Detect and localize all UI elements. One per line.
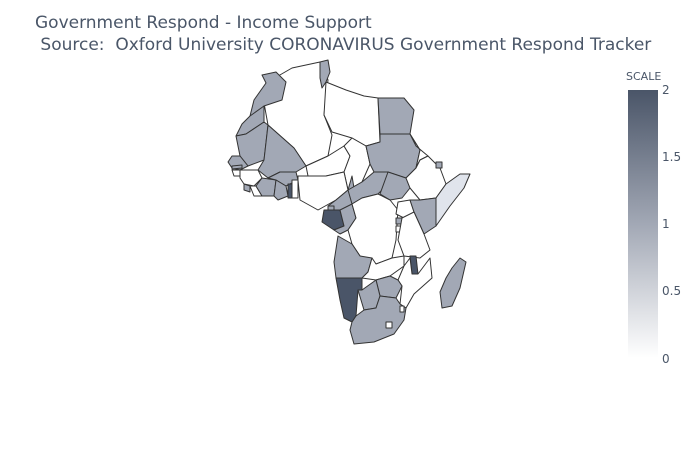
colorbar-tick: 1 bbox=[662, 217, 670, 231]
country-togo[interactable] bbox=[287, 183, 293, 199]
country-eswatini[interactable] bbox=[399, 305, 405, 313]
title-line-1: Government Respond - Income Support bbox=[35, 13, 372, 33]
country-madagascar[interactable] bbox=[439, 257, 467, 309]
colorbar-tick: 0 bbox=[662, 352, 670, 366]
colorbar-tick: 0.5 bbox=[662, 284, 682, 298]
country-ghana[interactable] bbox=[273, 179, 289, 201]
country-morocco[interactable] bbox=[249, 71, 287, 117]
colorbar-gradient bbox=[628, 90, 658, 358]
figure-title: Government Respond - Income Support Sour… bbox=[35, 12, 651, 56]
title-line-2: Source: Oxford University CORONAVIRUS Go… bbox=[35, 35, 652, 55]
country-djibouti[interactable] bbox=[435, 161, 443, 169]
colorbar-title: SCALE bbox=[626, 70, 662, 83]
country-benin[interactable] bbox=[291, 179, 299, 199]
country-south-africa[interactable] bbox=[349, 295, 407, 345]
country-sierra-leone[interactable] bbox=[243, 183, 251, 193]
country-mauritania[interactable] bbox=[235, 121, 269, 167]
colorbar-tick: 2 bbox=[662, 83, 670, 97]
country-libya[interactable] bbox=[323, 81, 381, 147]
country-tanzania[interactable] bbox=[397, 211, 431, 259]
colorbar-tick: 1.5 bbox=[662, 150, 682, 164]
country-lesotho[interactable] bbox=[385, 321, 393, 329]
country-gambia[interactable] bbox=[231, 164, 243, 170]
country-zambia[interactable] bbox=[361, 255, 405, 281]
country-egypt[interactable] bbox=[377, 97, 415, 135]
country-guinea-bissau[interactable] bbox=[231, 169, 241, 177]
